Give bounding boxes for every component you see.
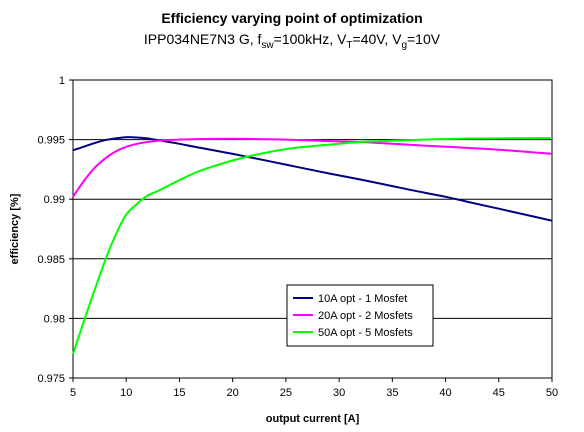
x-axis-ticks: 5 10 15 20 25 30 35 40 45 50 bbox=[70, 378, 558, 399]
y-axis-label: efficiency [%] bbox=[9, 193, 21, 264]
x-tick-label: 10 bbox=[120, 387, 132, 399]
legend-label: 20A opt - 2 Mosfets bbox=[318, 310, 413, 322]
x-tick-label: 5 bbox=[70, 387, 76, 399]
subtitle-part-3: =40V, V bbox=[352, 31, 402, 47]
x-tick-label: 40 bbox=[439, 387, 451, 399]
y-axis-ticks: 0.975 0.98 0.985 0.99 0.995 1 bbox=[37, 75, 73, 385]
legend-label: 10A opt - 1 Mosfet bbox=[318, 293, 407, 305]
y-tick-label: 0.985 bbox=[37, 254, 65, 266]
subtitle-sub-1: sw bbox=[261, 39, 274, 51]
y-tick-label: 0.995 bbox=[37, 135, 65, 147]
chart-title: Efficiency varying point of optimization bbox=[161, 10, 423, 26]
y-tick-label: 0.975 bbox=[37, 373, 65, 385]
series-line-1 bbox=[72, 136, 553, 222]
y-tick-label: 1 bbox=[59, 75, 65, 87]
legend-label: 50A opt - 5 Mosfets bbox=[318, 327, 413, 339]
x-tick-label: 45 bbox=[493, 387, 505, 399]
series-line-2 bbox=[72, 137, 553, 198]
x-tick-label: 30 bbox=[333, 387, 345, 399]
x-tick-label: 50 bbox=[546, 387, 558, 399]
chart-subtitle: IPP034NE7N3 G, fsw=100kHz, VT=40V, Vg=10… bbox=[0, 31, 584, 51]
x-tick-label: 15 bbox=[173, 387, 185, 399]
series-line-3 bbox=[72, 137, 553, 355]
y-tick-label: 0.98 bbox=[44, 313, 65, 325]
x-tick-label: 35 bbox=[386, 387, 398, 399]
series-layer bbox=[72, 136, 553, 355]
subtitle-part-1: IPP034NE7N3 G, f bbox=[143, 31, 262, 47]
x-tick-label: 20 bbox=[227, 387, 239, 399]
subtitle-sub-3: g bbox=[401, 39, 407, 51]
x-axis-label: output current [A] bbox=[266, 413, 360, 425]
subtitle-part-2: =100kHz, V bbox=[273, 31, 347, 47]
legend: 10A opt - 1 Mosfet 20A opt - 2 Mosfets 50A… bbox=[286, 284, 434, 347]
subtitle-part-4: =10V bbox=[407, 31, 441, 47]
y-tick-label: 0.99 bbox=[44, 194, 65, 206]
subtitle-sub-2: T bbox=[346, 39, 353, 51]
x-tick-label: 25 bbox=[280, 387, 292, 399]
plot-frame bbox=[72, 79, 553, 379]
